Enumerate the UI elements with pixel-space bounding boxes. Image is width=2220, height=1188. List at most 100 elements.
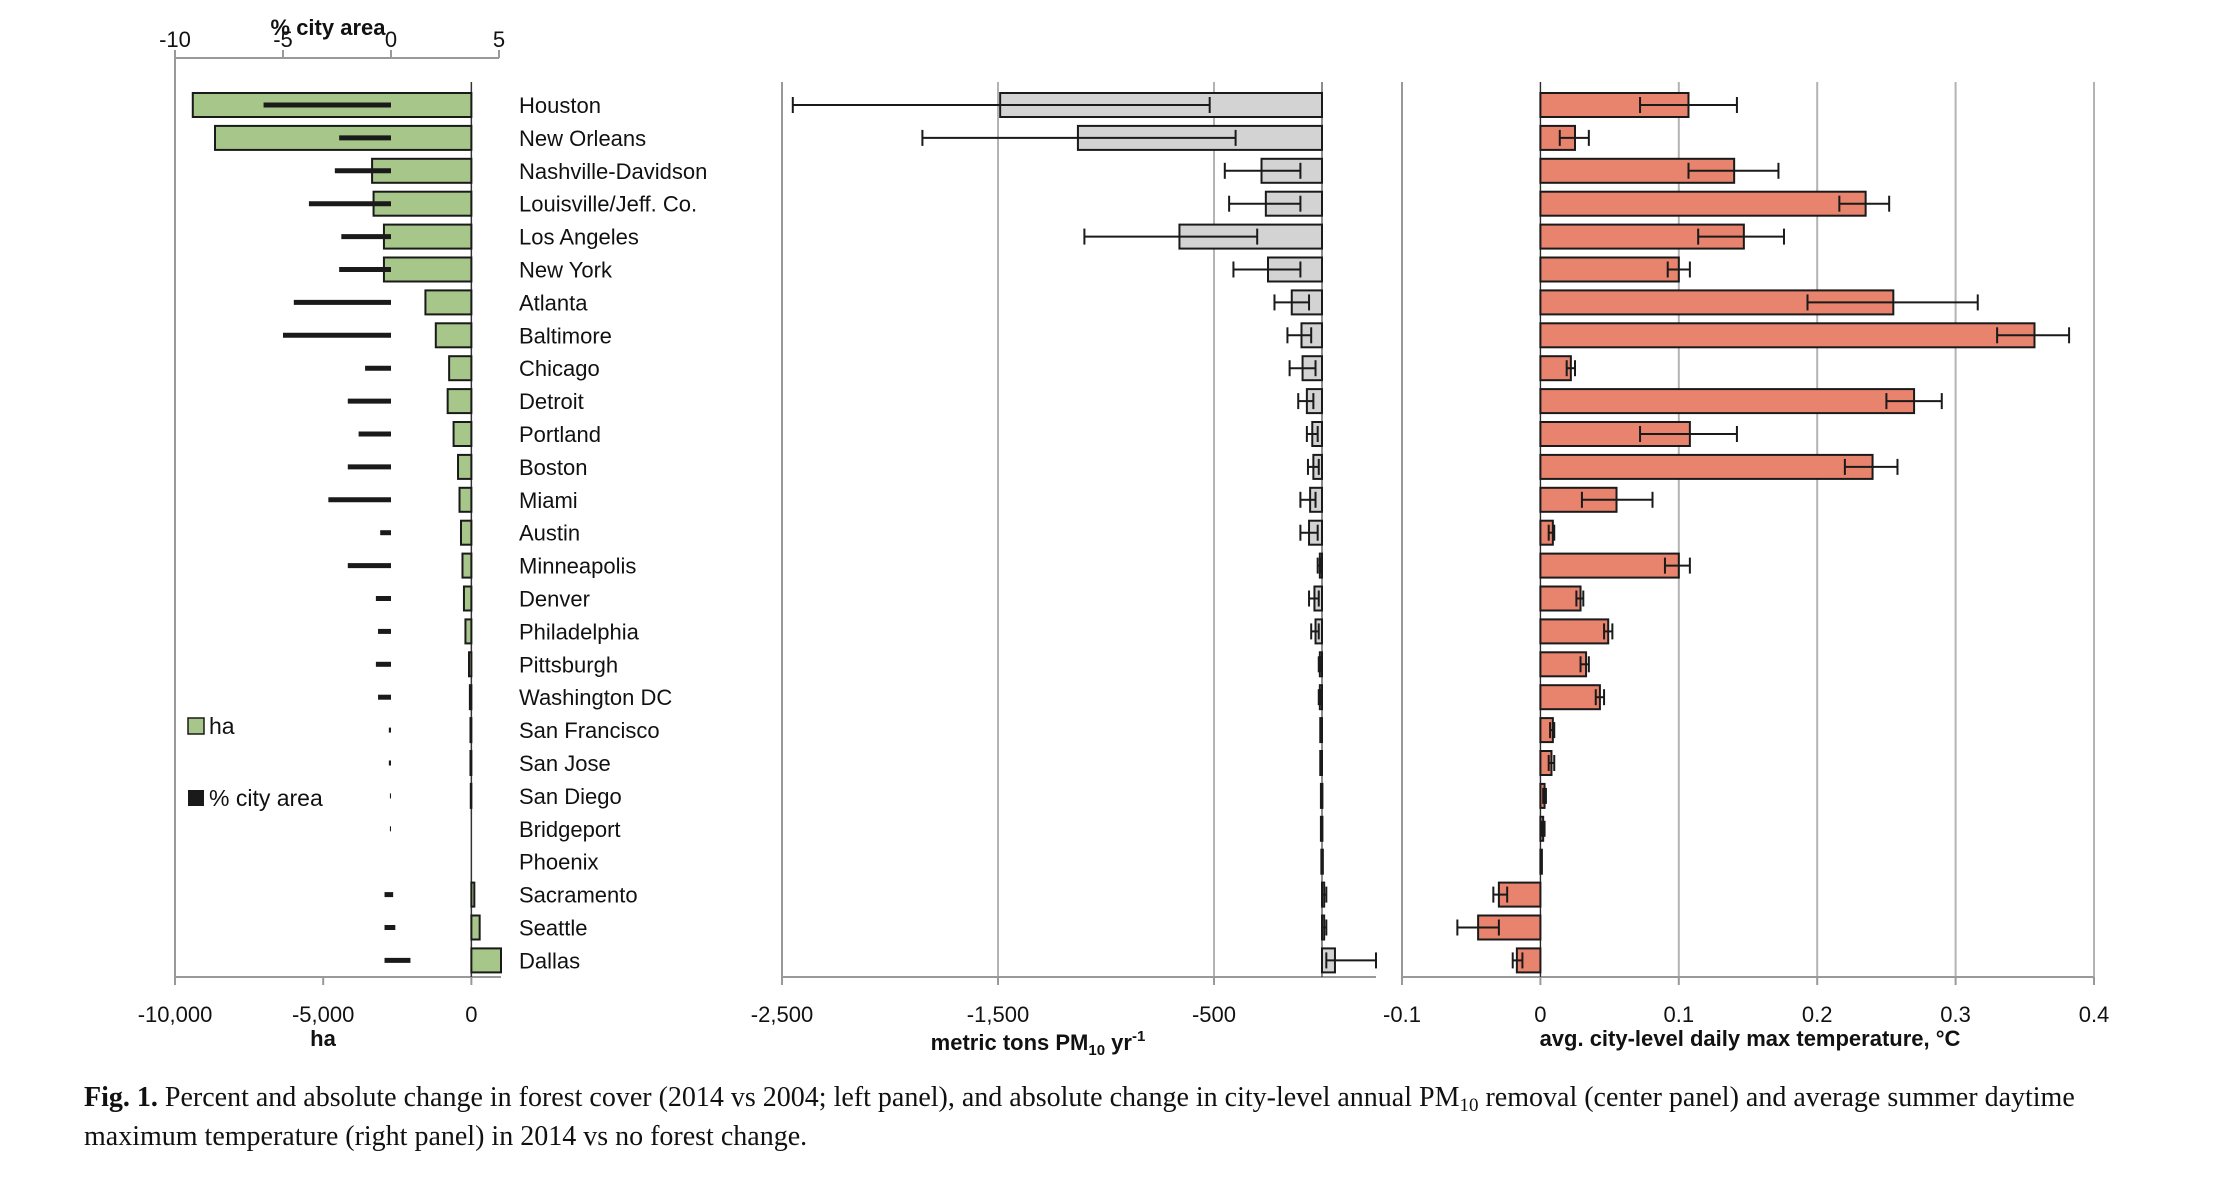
city-label: Phoenix	[519, 850, 599, 875]
legend-swatch-pct-city-area	[188, 790, 204, 806]
right-bar	[1539, 585, 1582, 612]
legend-swatch-ha	[187, 717, 205, 735]
right-x-tick-label: 0.3	[1940, 1002, 1971, 1027]
right-bar	[1539, 453, 1874, 480]
left-panel-forest-cover-change: -10,000 -5,000 0 ha -10 -5 0 5 % city area ha % ci…	[138, 15, 505, 1051]
left-x-axis-label: ha	[310, 1026, 336, 1051]
city-label: Bridgeport	[519, 817, 621, 842]
left-top-axis-label: % city area	[271, 15, 387, 40]
left-bar-ha	[462, 585, 473, 612]
city-label: Houston	[519, 93, 601, 118]
left-bar-ha	[424, 289, 473, 316]
city-label: Philadelphia	[519, 619, 640, 644]
right-x-tick-label: 0	[1534, 1002, 1546, 1027]
legend-label-ha: ha	[209, 713, 235, 739]
right-x-tick-label: 0.1	[1664, 1002, 1695, 1027]
left-top-tick-label: 5	[493, 27, 505, 52]
city-label: Nashville-Davidson	[519, 159, 707, 184]
left-bar-ha	[191, 92, 473, 118]
left-bar-ha	[464, 618, 473, 645]
right-bar	[1539, 848, 1543, 875]
city-label: Miami	[519, 488, 578, 513]
right-x-axis-label: avg. city-level daily max temperature, °…	[1540, 1026, 1961, 1051]
left-bar-ha	[469, 782, 473, 809]
center-panel-pm10-removal: -2,500 -1,500 -500 metric tons PM10 yr-1	[751, 82, 1377, 1059]
city-label: Sacramento	[519, 883, 638, 908]
center-bar	[1319, 782, 1324, 809]
right-bar	[1497, 881, 1542, 908]
city-label: Baltimore	[519, 323, 612, 348]
caption-label: Fig. 1.	[84, 1082, 158, 1113]
city-label: San Francisco	[519, 718, 660, 743]
city-label: Minneapolis	[519, 554, 636, 579]
city-labels: Houston New Orleans Nashville-Davidson Loui…	[519, 93, 707, 973]
center-bar	[1319, 717, 1323, 744]
right-bar	[1539, 322, 2036, 349]
right-bar	[1539, 388, 1916, 415]
right-x-tick-label: 0.4	[2079, 1002, 2110, 1027]
left-bar-ha	[448, 355, 473, 382]
left-bar-ha	[461, 552, 473, 579]
left-top-tick-label: -10	[159, 27, 191, 52]
right-bar	[1539, 256, 1680, 283]
left-x-tick-label: 0	[465, 1002, 477, 1027]
caption-text-part-1: Percent and absolute change in forest co…	[157, 1082, 1460, 1113]
left-bar-ha	[470, 881, 476, 908]
city-label: Washington DC	[519, 685, 672, 710]
right-bar	[1539, 651, 1588, 678]
city-label: San Jose	[519, 751, 611, 776]
left-bar-ha	[469, 717, 473, 744]
left-bar-ha	[446, 388, 473, 415]
right-x-tick-label: 0.2	[1802, 1002, 1833, 1027]
left-top-tick-label: -5	[273, 27, 293, 52]
right-bar	[1539, 618, 1610, 645]
left-bar-ha	[214, 124, 473, 151]
city-label: San Diego	[519, 784, 622, 809]
city-label: New York	[519, 258, 613, 283]
caption-text-part-2: removal (center panel) and average summe…	[84, 1082, 2075, 1152]
left-top-tick-label: 0	[385, 27, 397, 52]
city-label: Atlanta	[519, 290, 588, 315]
city-label: New Orleans	[519, 126, 646, 151]
right-x-tick-label: -0.1	[1383, 1002, 1421, 1027]
center-bar	[1320, 848, 1324, 875]
center-x-tick-label: -2,500	[751, 1002, 813, 1027]
center-bar	[1319, 750, 1323, 776]
center-x-tick-label: -500	[1192, 1002, 1236, 1027]
left-bar-ha	[382, 256, 473, 283]
city-label: Austin	[519, 521, 580, 546]
legend-label-pct-city-area: % city area	[209, 785, 323, 811]
right-bar	[1539, 190, 1867, 217]
left-bar-ha	[452, 421, 473, 447]
city-label: Dallas	[519, 948, 580, 973]
left-bar-ha	[459, 519, 473, 546]
figure-caption: Fig. 1. Percent and absolute change in f…	[84, 1078, 2164, 1156]
city-label: Chicago	[519, 356, 600, 381]
center-x-axis-label: metric tons PM10 yr-1	[931, 1028, 1146, 1059]
left-bar-ha	[457, 453, 473, 480]
center-x-tick-label: -1,500	[967, 1002, 1029, 1027]
left-bar-ha	[470, 914, 481, 941]
left-bar-ha	[467, 651, 473, 678]
caption-subscript: 10	[1459, 1095, 1479, 1116]
city-label: Louisville/Jeff. Co.	[519, 192, 697, 217]
left-bar-ha	[469, 750, 473, 776]
left-x-tick-label: -10,000	[138, 1002, 213, 1027]
left-bar-ha	[434, 322, 473, 349]
right-panel-max-temperature: -0.1 0 0.1 0.2 0.3 0.4 avg. city-level daily m…	[1383, 82, 2109, 1051]
left-bar-ha	[382, 223, 473, 250]
right-bar	[1539, 552, 1680, 579]
city-label: Boston	[519, 455, 588, 480]
right-bar	[1539, 684, 1601, 711]
city-label: Portland	[519, 422, 601, 447]
center-bar	[1319, 815, 1324, 842]
city-label: Pittsburgh	[519, 652, 618, 677]
city-label: Detroit	[519, 389, 584, 414]
left-bar-ha	[468, 684, 473, 711]
left-x-tick-label: -5,000	[292, 1002, 354, 1027]
city-label: Denver	[519, 587, 590, 612]
city-label: Seattle	[519, 916, 588, 941]
left-bar-ha	[470, 947, 503, 974]
city-label: Los Angeles	[519, 225, 639, 250]
